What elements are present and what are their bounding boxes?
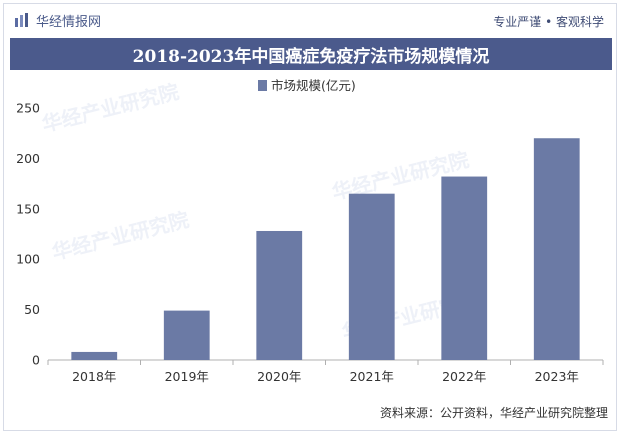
y-tick-label: 0 [32, 353, 40, 368]
logo-text: 华经情报网 [36, 14, 102, 30]
top-bar: 华经情报网 专业严谨 • 客观科学 [10, 8, 610, 32]
logo: 华经情报网 [14, 11, 102, 30]
y-tick-label: 100 [16, 252, 40, 267]
x-tick-label: 2023年 [535, 369, 579, 384]
bar [163, 310, 210, 360]
y-tick-label: 250 [16, 101, 40, 116]
bar [256, 230, 303, 360]
chart-frame [3, 3, 617, 431]
chart-title: 2018-2023年中国癌症免疫疗法市场规模情况 [132, 46, 490, 67]
legend-label: 市场规模(亿元) [271, 78, 356, 93]
x-tick-label: 2020年 [257, 369, 301, 384]
slogan: 专业严谨 • 客观科学 [493, 15, 604, 29]
bar [71, 351, 118, 360]
title-bar: 2018-2023年中国癌症免疫疗法市场规模情况 [10, 38, 612, 70]
y-tick-label: 50 [24, 302, 40, 317]
bar [348, 193, 395, 360]
legend-swatch [258, 80, 267, 91]
y-tick-label: 150 [16, 201, 40, 216]
bar [533, 138, 580, 360]
x-tick-label: 2022年 [442, 369, 486, 384]
x-tick-label: 2018年 [72, 369, 116, 384]
logo-icon [15, 13, 28, 27]
x-tick-label: 2019年 [165, 369, 209, 384]
bar [441, 176, 488, 360]
x-tick-label: 2021年 [350, 369, 394, 384]
source-note: 资料来源：公开资料，华经产业研究院整理 [379, 406, 608, 420]
y-tick-label: 200 [16, 151, 40, 166]
